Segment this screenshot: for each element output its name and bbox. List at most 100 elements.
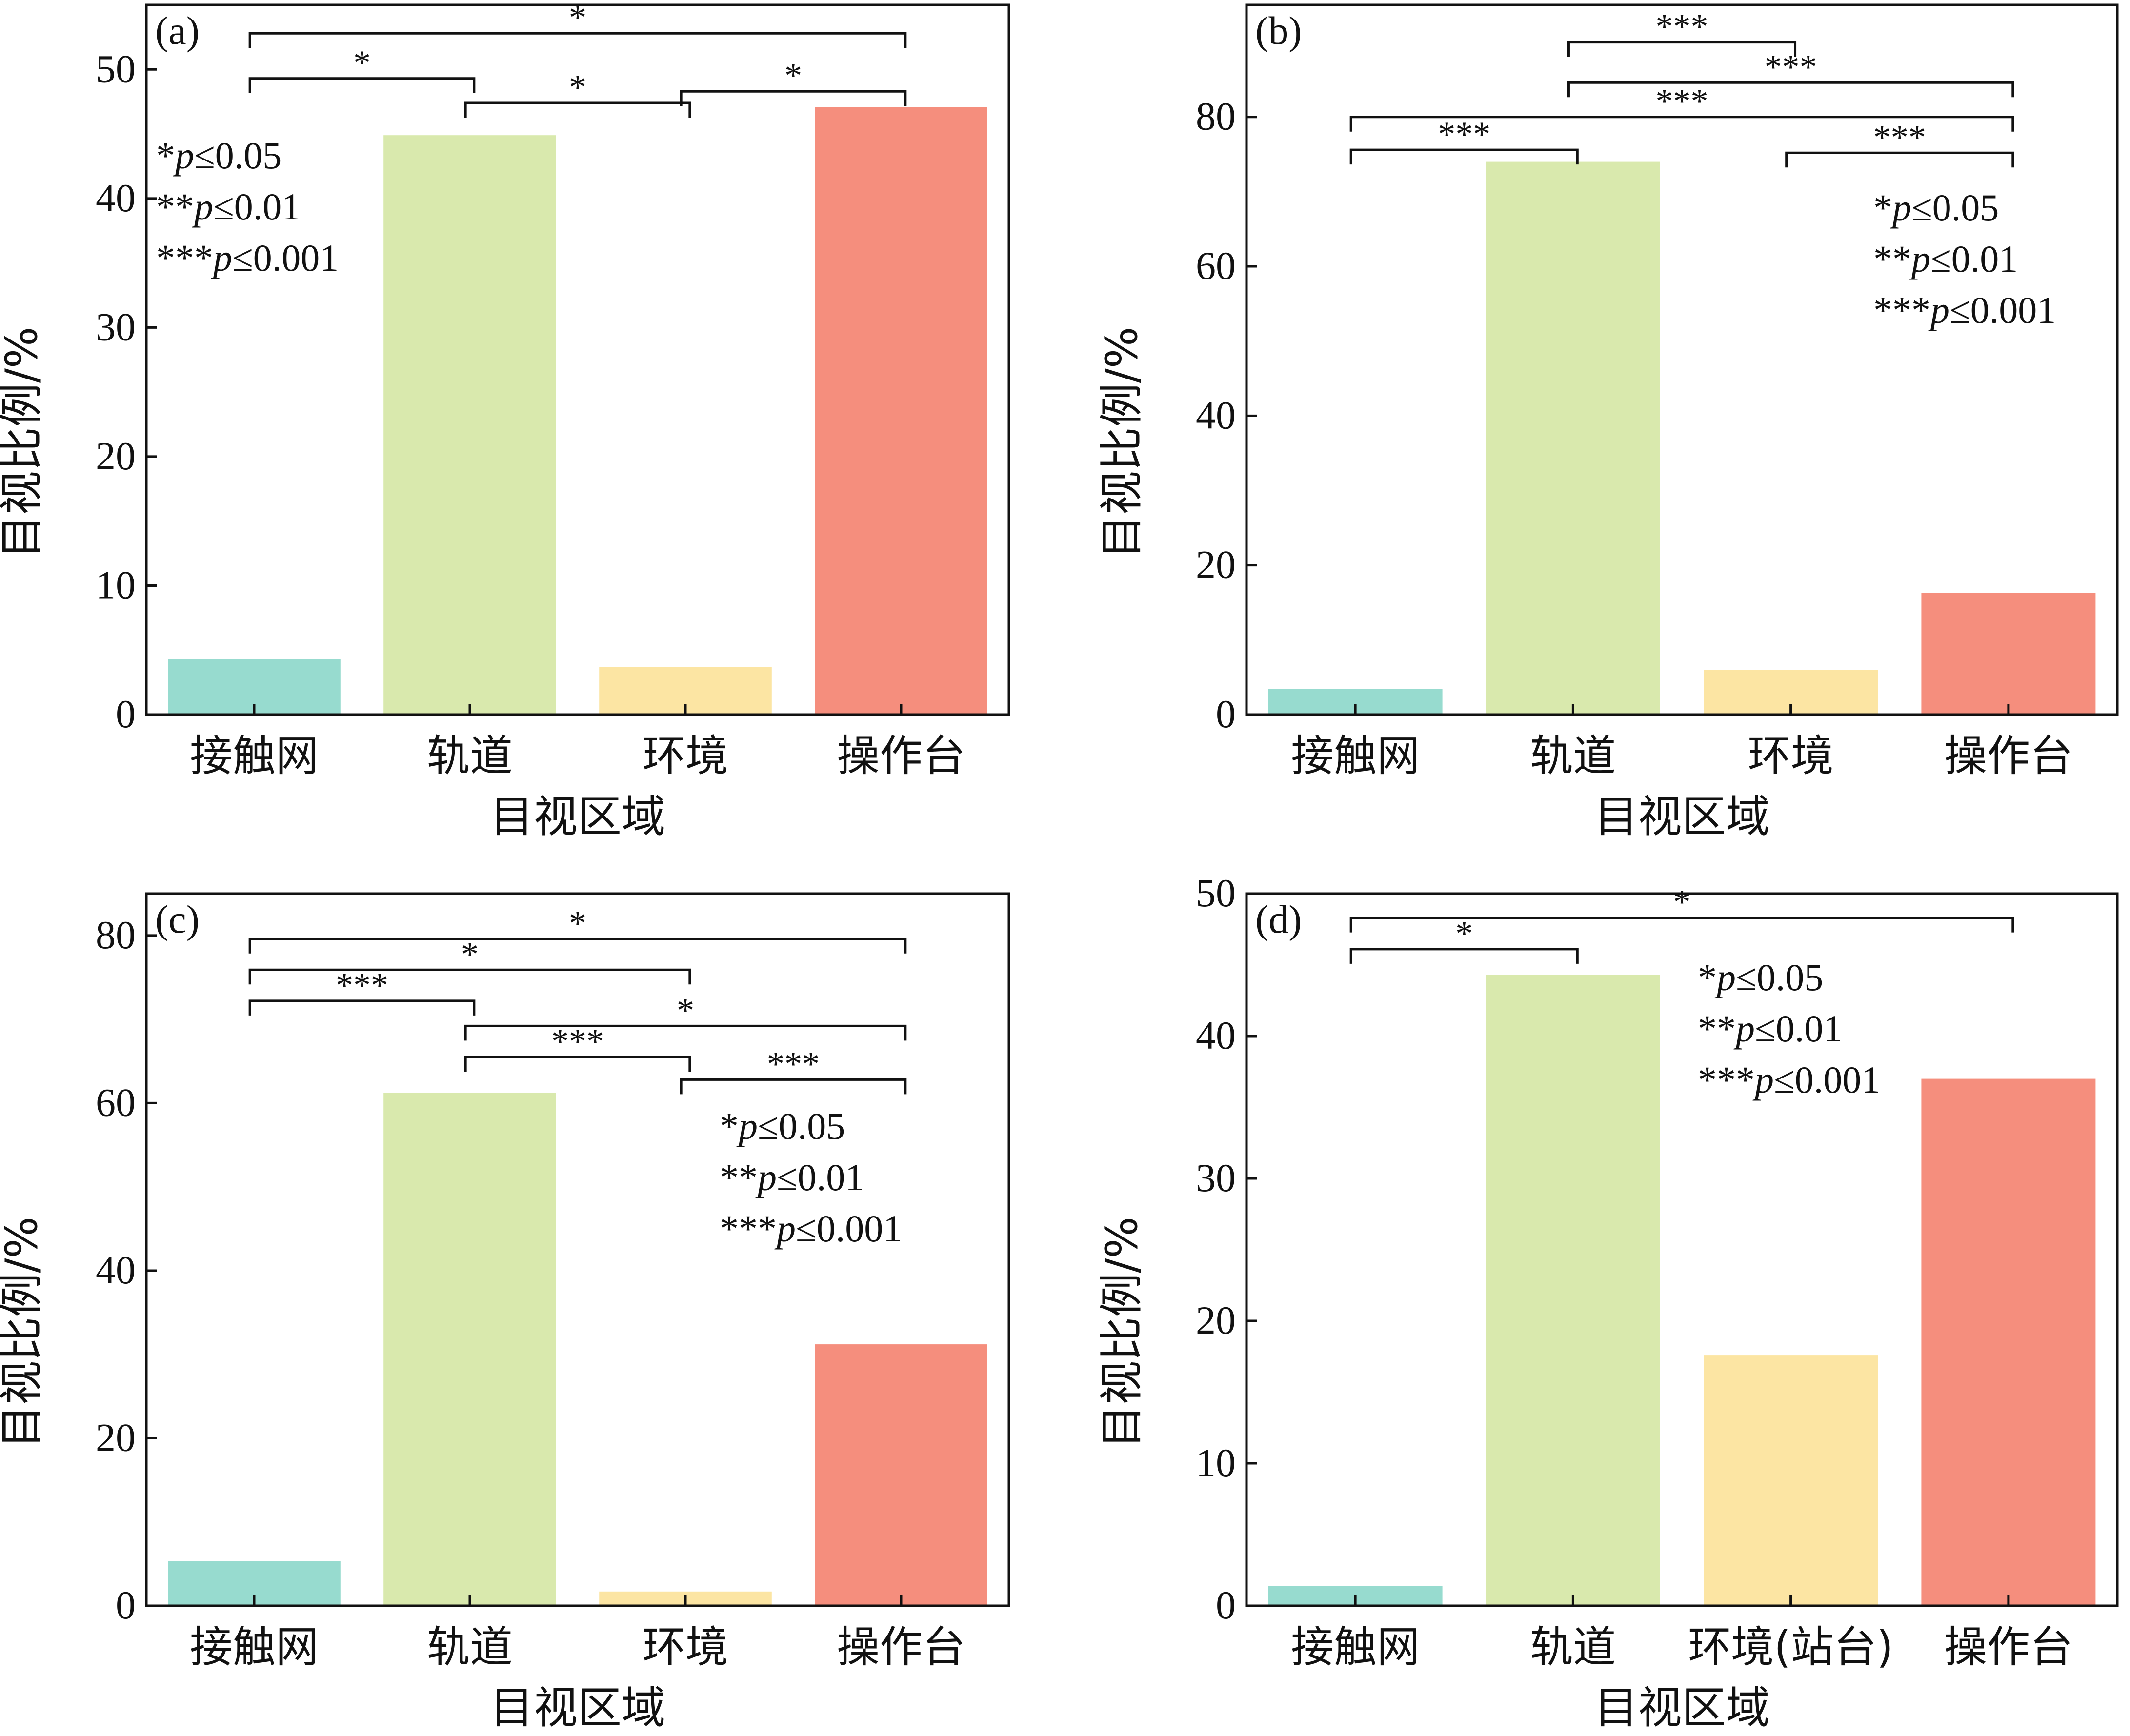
x-axis-title: 目视区域 <box>490 1682 665 1734</box>
y-axis-title: 目视比例/% <box>0 1217 47 1449</box>
legend-stars: * <box>156 134 175 177</box>
bar-2 <box>1704 1355 1878 1606</box>
legend-threshold: ≤0.01 <box>777 1156 864 1198</box>
significance-bracket <box>464 1024 907 1041</box>
legend-entry: **p≤0.01 <box>156 185 301 228</box>
significance-bracket <box>1349 948 1579 964</box>
significance-bracket <box>1349 148 1579 165</box>
x-tick-label: 轨道 <box>427 731 513 781</box>
legend-entry: **p≤0.01 <box>720 1156 864 1198</box>
significance-label: *** <box>767 1044 820 1083</box>
significance-bracket <box>248 32 907 48</box>
y-tick-label: 10 <box>96 562 136 607</box>
significance-label: *** <box>551 1022 604 1061</box>
x-tick-label: 操作台 <box>1944 731 2073 781</box>
bar-3 <box>1921 1078 2096 1606</box>
significance-label: * <box>677 991 694 1030</box>
legend-entry: ***p≤0.001 <box>720 1207 902 1250</box>
legend-p: p <box>1714 956 1736 998</box>
y-tick-label: 80 <box>96 913 136 957</box>
significance-bracket <box>1567 41 1797 57</box>
significance-bracket <box>464 1056 691 1072</box>
significance-label: * <box>1455 914 1473 953</box>
legend-entry: ***p≤0.001 <box>156 237 339 279</box>
x-tick-label: 轨道 <box>1530 1622 1616 1672</box>
legend-p: p <box>755 1156 777 1198</box>
y-axis-title: 目视比例/% <box>0 327 47 559</box>
significance-bracket <box>1349 116 2014 132</box>
legend-entry: *p≤0.05 <box>1873 186 1999 229</box>
y-tick-label: 60 <box>1196 243 1236 288</box>
significance-bracket <box>248 999 476 1016</box>
legend-threshold: ≤0.001 <box>796 1207 902 1250</box>
significance-bracket <box>248 77 476 93</box>
y-tick-label: 0 <box>116 692 136 736</box>
y-tick-label: 20 <box>1196 542 1236 587</box>
legend-stars: ** <box>156 185 194 228</box>
x-tick-label: 环境 <box>1748 731 1834 781</box>
legend-stars: *** <box>156 237 213 279</box>
y-tick-label: 20 <box>1196 1298 1236 1342</box>
bar-3 <box>1921 593 2096 715</box>
legend-p: p <box>1733 1007 1755 1050</box>
significance-label: * <box>569 904 586 943</box>
y-tick-label: 80 <box>1196 94 1236 139</box>
legend-stars: ** <box>1873 238 1911 280</box>
significance-bracket <box>1567 81 2014 98</box>
x-tick-label: 轨道 <box>427 1622 513 1672</box>
legend-stars: * <box>1873 186 1892 229</box>
x-tick-label: 接触网 <box>1291 1622 1420 1672</box>
significance-bracket <box>248 938 907 954</box>
legend-entry: ***p≤0.001 <box>1873 289 2056 331</box>
significance-label: *** <box>336 966 388 1005</box>
x-tick-label: 接触网 <box>1291 731 1420 781</box>
bar-3 <box>815 107 987 715</box>
legend-p: p <box>173 134 194 177</box>
legend-threshold: ≤0.001 <box>232 237 339 279</box>
legend-threshold: ≤0.05 <box>1911 186 1999 229</box>
legend-threshold: ≤0.01 <box>1930 238 2018 280</box>
significance-bracket <box>680 1078 907 1095</box>
significance-label: *** <box>1765 47 1817 86</box>
legend-stars: ** <box>720 1156 758 1198</box>
x-tick-label: 环境 <box>643 731 728 781</box>
x-axis-title: 目视区域 <box>490 791 665 842</box>
x-tick-label: 操作台 <box>837 1622 965 1672</box>
significance-label: * <box>569 68 586 107</box>
legend-entry: ***p≤0.001 <box>1698 1058 1880 1101</box>
significance-bracket <box>1785 151 2014 168</box>
panel-label: (a) <box>155 8 200 53</box>
significance-bracket <box>464 101 691 118</box>
y-tick-label: 60 <box>96 1080 136 1124</box>
x-axis-title: 目视区域 <box>1594 1682 1770 1734</box>
x-tick-label: 操作台 <box>1944 1622 2073 1672</box>
legend-threshold: ≤0.001 <box>1774 1058 1880 1101</box>
bar-3 <box>815 1344 987 1606</box>
plot-frame <box>1245 3 2119 716</box>
significance-label: * <box>569 0 586 37</box>
legend-p: p <box>774 1207 796 1250</box>
legend-entry: **p≤0.01 <box>1873 238 2018 280</box>
legend-p: p <box>1928 289 1949 331</box>
legend-p: p <box>1752 1058 1774 1101</box>
legend-stars: ** <box>1698 1007 1736 1050</box>
y-tick-label: 40 <box>1196 393 1236 437</box>
panel-label: (b) <box>1255 8 1302 53</box>
x-tick-label: 接触网 <box>190 731 319 781</box>
plot-frame <box>145 892 1010 1607</box>
legend-threshold: ≤0.001 <box>1949 289 2056 331</box>
legend-entry: **p≤0.01 <box>1698 1007 1842 1050</box>
legend-threshold: ≤0.05 <box>758 1105 845 1147</box>
legend-p: p <box>1909 238 1930 280</box>
y-tick-label: 0 <box>1216 692 1236 736</box>
legend-threshold: ≤0.01 <box>1755 1007 1842 1050</box>
significance-label: * <box>461 935 479 974</box>
y-tick-label: 40 <box>96 176 136 220</box>
significance-label: *** <box>1438 115 1490 154</box>
legend-threshold: ≤0.05 <box>194 134 281 177</box>
x-axis-title: 目视区域 <box>1594 791 1770 842</box>
significance-bracket <box>248 968 691 985</box>
legend-p: p <box>736 1105 758 1147</box>
plot-frame <box>1245 892 2119 1607</box>
